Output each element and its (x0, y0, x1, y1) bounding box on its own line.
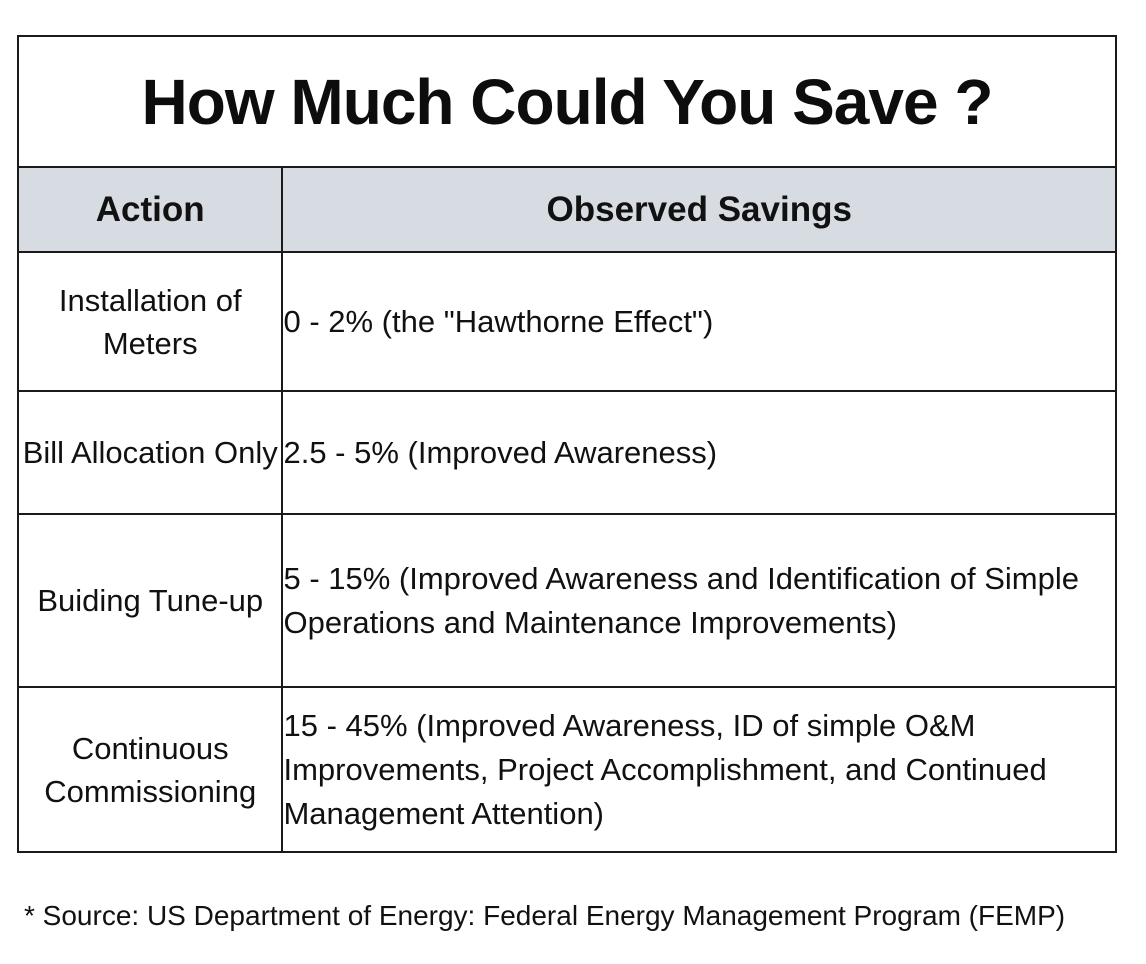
table-row: Installation of Meters 0 - 2% (the "Hawt… (16, 251, 1117, 392)
action-cell: Installation of Meters (16, 251, 284, 392)
action-cell: Continuous Commissioning (16, 686, 284, 853)
title-row: How Much Could You Save ? (17, 35, 1117, 168)
savings-cell: 5 - 15% (Improved Awareness and Identifi… (281, 513, 1117, 688)
table-title: How Much Could You Save ? (17, 35, 1117, 168)
savings-table: How Much Could You Save ? Action Observe… (16, 35, 1117, 853)
table-row: Buiding Tune-up 5 - 15% (Improved Awaren… (16, 513, 1117, 688)
header-row: Action Observed Savings (16, 166, 1117, 253)
savings-cell: 2.5 - 5% (Improved Awareness) (281, 390, 1117, 515)
table-row: Bill Allocation Only 2.5 - 5% (Improved … (16, 390, 1117, 515)
savings-cell: 15 - 45% (Improved Awareness, ID of simp… (281, 686, 1117, 853)
table-row: Continuous Commissioning 15 - 45% (Impro… (16, 686, 1117, 853)
source-footnote: * Source: US Department of Energy: Feder… (24, 900, 1066, 931)
action-cell: Bill Allocation Only (16, 390, 284, 515)
column-header-observed-savings: Observed Savings (281, 166, 1117, 253)
action-cell: Buiding Tune-up (16, 513, 284, 688)
column-header-action: Action (16, 166, 284, 253)
savings-cell: 0 - 2% (the "Hawthorne Effect") (281, 251, 1117, 392)
